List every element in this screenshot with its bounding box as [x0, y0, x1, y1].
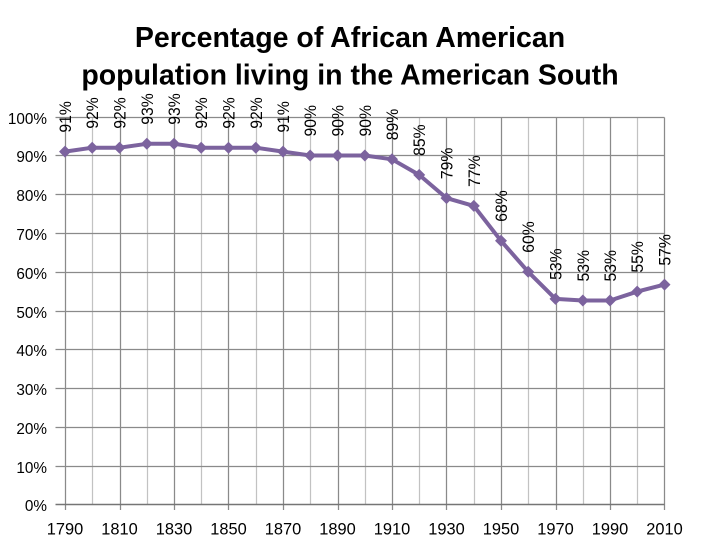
svg-text:2010: 2010	[646, 520, 682, 538]
svg-text:30%: 30%	[16, 382, 47, 399]
svg-text:92%: 92%	[84, 97, 102, 129]
svg-text:91%: 91%	[275, 101, 293, 133]
svg-text:70%: 70%	[16, 227, 47, 244]
svg-text:53%: 53%	[602, 250, 620, 282]
svg-text:100%: 100%	[8, 111, 48, 128]
svg-text:90%: 90%	[357, 105, 375, 137]
svg-text:92%: 92%	[112, 97, 130, 129]
svg-text:93%: 93%	[139, 93, 157, 125]
svg-text:1830: 1830	[156, 520, 192, 538]
svg-text:90%: 90%	[16, 149, 47, 166]
svg-text:40%: 40%	[16, 343, 47, 360]
svg-text:57%: 57%	[657, 234, 675, 266]
svg-text:1930: 1930	[428, 520, 464, 538]
svg-text:1890: 1890	[319, 520, 355, 538]
svg-text:80%: 80%	[16, 188, 47, 205]
svg-text:1910: 1910	[374, 520, 410, 538]
svg-text:0%: 0%	[25, 498, 48, 515]
svg-text:population living in the Ameri: population living in the American South	[81, 59, 618, 91]
svg-text:92%: 92%	[248, 97, 266, 129]
svg-text:53%: 53%	[548, 248, 566, 280]
svg-text:60%: 60%	[520, 221, 538, 253]
svg-text:10%: 10%	[16, 460, 47, 477]
svg-text:91%: 91%	[57, 101, 75, 133]
svg-text:1790: 1790	[47, 520, 83, 538]
svg-text:Percentage of African American: Percentage of African American	[135, 22, 565, 54]
svg-text:90%: 90%	[302, 105, 320, 137]
svg-text:1970: 1970	[537, 520, 573, 538]
svg-text:68%: 68%	[493, 190, 511, 222]
svg-text:1810: 1810	[101, 520, 137, 538]
svg-text:20%: 20%	[16, 421, 47, 438]
svg-text:1990: 1990	[592, 520, 628, 538]
svg-text:85%: 85%	[411, 124, 429, 156]
svg-text:93%: 93%	[166, 93, 184, 125]
svg-text:55%: 55%	[629, 241, 647, 273]
svg-text:1850: 1850	[210, 520, 246, 538]
svg-text:60%: 60%	[16, 266, 47, 283]
svg-text:90%: 90%	[330, 105, 348, 137]
svg-text:53%: 53%	[575, 250, 593, 282]
svg-text:89%: 89%	[384, 108, 402, 140]
svg-text:79%: 79%	[439, 147, 457, 179]
svg-text:1870: 1870	[265, 520, 301, 538]
svg-text:77%: 77%	[466, 155, 484, 187]
svg-text:50%: 50%	[16, 305, 47, 322]
svg-text:92%: 92%	[221, 97, 239, 129]
svg-text:92%: 92%	[193, 97, 211, 129]
svg-text:1950: 1950	[483, 520, 519, 538]
